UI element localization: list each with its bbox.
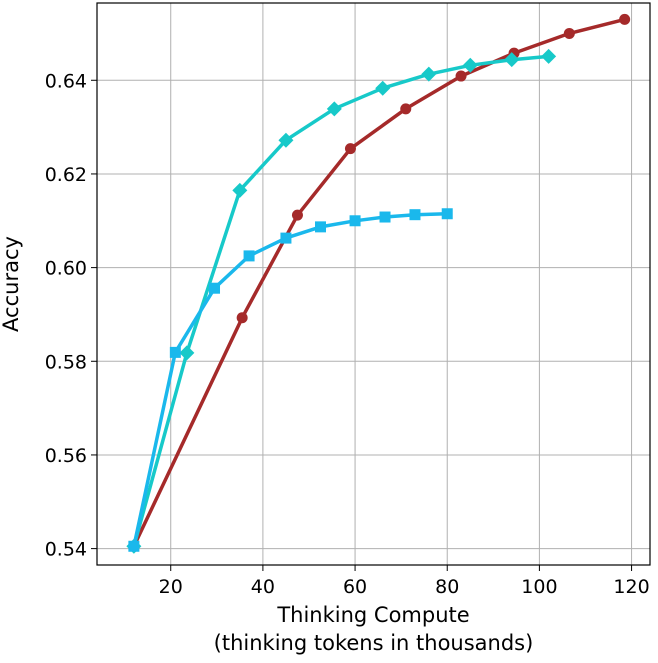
data-point: [243, 250, 255, 262]
series-line: [132, 17, 627, 549]
data-point: [128, 540, 140, 552]
data-point: [179, 345, 195, 361]
data-point: [280, 232, 292, 244]
data-point: [236, 312, 248, 324]
y-tick-label: 0.58: [45, 351, 87, 373]
y-tick-label: 0.60: [45, 258, 87, 280]
data-point: [400, 103, 412, 115]
y-axis-label: Accuracy: [0, 236, 23, 332]
data-point: [349, 215, 361, 227]
data-point: [278, 132, 294, 148]
data-point: [421, 66, 437, 82]
data-point: [409, 209, 421, 221]
series-1: [128, 13, 631, 552]
x-axis-label: Thinking Compute: [276, 603, 469, 627]
data-point: [441, 208, 453, 220]
plot-frame: [96, 2, 651, 566]
data-point: [619, 13, 631, 25]
y-tick-label: 0.54: [45, 539, 87, 561]
data-point: [315, 221, 327, 233]
x-axis-label-secondary: (thinking tokens in thousands): [214, 631, 534, 655]
series-3: [128, 208, 453, 552]
x-tick-label: 120: [613, 576, 649, 598]
data-point: [455, 70, 467, 82]
data-point: [375, 80, 391, 96]
tick-layer: 20 40 60 80 100 120 0.54 0.56 0.58 0.60 0.62 0.64: [45, 70, 650, 598]
data-point: [563, 27, 575, 39]
data-point: [344, 143, 356, 155]
series-2: [126, 48, 557, 554]
data-point: [462, 57, 478, 73]
x-tick-label: 80: [435, 576, 459, 598]
data-point: [291, 209, 303, 221]
y-tick-label: 0.56: [45, 445, 87, 467]
data-point: [326, 101, 342, 117]
x-tick-label: 20: [159, 576, 183, 598]
x-tick-label: 40: [251, 576, 275, 598]
data-point: [232, 182, 248, 198]
series-line: [132, 54, 551, 549]
x-tick-label: 100: [521, 576, 557, 598]
series-layer: [126, 13, 631, 554]
y-tick-label: 0.62: [45, 164, 87, 186]
y-tick-label: 0.64: [45, 70, 87, 92]
data-point: [209, 282, 221, 294]
data-point: [379, 211, 391, 223]
data-point: [169, 346, 181, 358]
data-point: [541, 48, 557, 64]
grid: [97, 3, 650, 565]
x-tick-label: 60: [343, 576, 367, 598]
data-point: [504, 52, 520, 68]
series-line: [132, 211, 449, 549]
